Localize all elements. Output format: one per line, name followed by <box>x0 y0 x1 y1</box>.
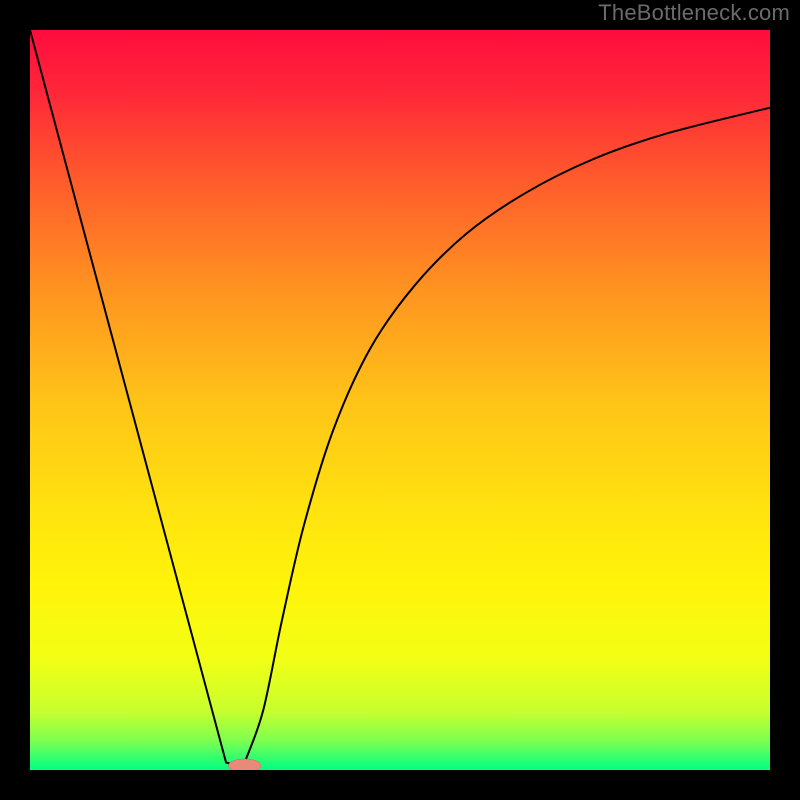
bottleneck-curve-chart <box>0 0 800 800</box>
watermark-label: TheBottleneck.com <box>598 0 790 26</box>
chart-background-gradient <box>30 30 770 770</box>
chart-frame: TheBottleneck.com <box>0 0 800 800</box>
